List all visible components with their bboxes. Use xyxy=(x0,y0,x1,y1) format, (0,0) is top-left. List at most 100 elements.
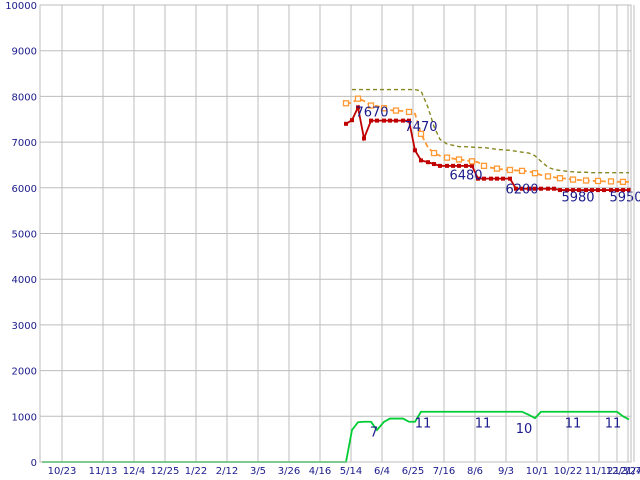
y-tick-label: 1000 xyxy=(12,412,37,423)
marker-price-low xyxy=(584,188,588,193)
marker-price-low xyxy=(438,163,442,168)
value-label: 7670 xyxy=(355,106,388,121)
value-label: 6200 xyxy=(505,182,538,197)
marker-price-low xyxy=(609,188,613,193)
marker-price-mid xyxy=(455,156,463,163)
marker-price-low xyxy=(621,188,625,193)
marker-price-low xyxy=(394,118,398,123)
marker-price-mid xyxy=(493,165,501,172)
x-tick-label: 6/4 xyxy=(374,466,390,477)
marker-price-mid xyxy=(468,158,476,165)
marker-price-mid xyxy=(354,95,362,102)
value-label: 10 xyxy=(516,422,533,437)
series-line-price-low xyxy=(345,104,629,191)
data-value-labels: 7670 7470 6480 6200 5980 5950 7 11 11 10 11 11 xyxy=(355,106,640,441)
value-label: 5950 xyxy=(609,191,640,206)
marker-price-low xyxy=(596,188,600,193)
value-label: 5980 xyxy=(561,191,594,206)
marker-price-mid xyxy=(392,107,400,114)
marker-price-low xyxy=(419,158,423,163)
value-label: 11 xyxy=(475,416,492,431)
x-tick-label: 2/12 xyxy=(216,466,238,477)
marker-price-low xyxy=(401,118,405,123)
value-label: 11 xyxy=(605,416,622,431)
plot-frame xyxy=(39,4,632,463)
marker-price-mid xyxy=(506,166,514,174)
x-tick-label: 3/5 xyxy=(250,466,266,477)
x-tick-label: 5/14 xyxy=(340,466,362,477)
marker-price-low xyxy=(615,188,619,193)
marker-price-low xyxy=(457,163,461,168)
marker-price-low xyxy=(432,162,436,167)
marker-price-mid xyxy=(342,100,350,107)
marker-price-low xyxy=(482,176,486,181)
y-axis-tick-labels: 0 1000 2000 3000 4000 5000 6000 7000 8000 9000 100… xyxy=(5,1,37,469)
marker-price-low xyxy=(375,118,379,123)
marker-price-low xyxy=(602,188,606,193)
x-tick-label: 6/25 xyxy=(402,466,424,477)
x-tick-label: 10/22 xyxy=(554,466,583,477)
marker-price-mid xyxy=(405,108,413,116)
marker-price-low xyxy=(527,186,531,191)
marker-price-mid xyxy=(619,178,627,186)
marker-price-mid xyxy=(518,167,526,175)
marker-price-low xyxy=(546,186,550,191)
marker-price-mid xyxy=(544,173,552,180)
x-tick-label: 10/23 xyxy=(48,466,77,477)
marker-price-low xyxy=(350,118,354,123)
y-tick-label: 2000 xyxy=(12,367,37,378)
marker-price-low xyxy=(565,188,569,193)
marker-price-low xyxy=(577,188,581,193)
marker-price-low xyxy=(344,121,348,126)
marker-price-low xyxy=(445,163,449,168)
x-tick-label: 10/1 xyxy=(526,466,548,477)
marker-price-mid xyxy=(367,102,375,109)
x-tick-label: 1/22 xyxy=(185,466,207,477)
marker-price-low xyxy=(501,176,505,181)
y-tick-label: 7000 xyxy=(12,138,37,149)
marker-price-low xyxy=(590,188,594,193)
marker-price-low xyxy=(552,186,556,191)
y-tick-label: 8000 xyxy=(12,92,37,103)
x-axis-tick-labels: 10/23 11/13 12/4 12/25 1/22 2/12 3/5 3/26 4/16 5/… xyxy=(48,466,640,477)
marker-price-mid xyxy=(531,170,539,177)
marker-price-low xyxy=(495,176,499,181)
marker-price-mid xyxy=(417,130,425,138)
data-point-markers xyxy=(342,95,631,193)
x-tick-label: 12/3 xyxy=(606,466,628,477)
marker-price-mid xyxy=(582,177,590,184)
y-tick-label: 6000 xyxy=(12,184,37,195)
marker-price-low xyxy=(627,188,631,193)
x-tick-label: 7/16 xyxy=(433,466,455,477)
y-tick-label: 3000 xyxy=(12,321,37,332)
marker-price-mid xyxy=(569,176,577,183)
y-tick-label: 4000 xyxy=(12,275,37,286)
marker-price-low xyxy=(464,163,468,168)
marker-price-low xyxy=(451,163,455,168)
vertical-gridlines xyxy=(61,5,635,462)
marker-price-mid xyxy=(607,178,615,185)
x-tick-label: 12/4 xyxy=(123,466,145,477)
value-label: 7 xyxy=(370,425,378,440)
marker-price-low xyxy=(369,118,373,123)
y-tick-label: 9000 xyxy=(12,47,37,58)
marker-price-low xyxy=(520,186,524,191)
x-tick-label: 3/26 xyxy=(278,466,300,477)
y-tick-label: 0 xyxy=(31,458,37,469)
x-tick-label: 9/3 xyxy=(498,466,514,477)
marker-price-mid xyxy=(594,177,602,185)
x-tick-label: 8/6 xyxy=(467,466,483,477)
y-tick-label: 10000 xyxy=(5,1,37,12)
x-tick-label: 12/24 xyxy=(614,466,640,477)
marker-price-mid xyxy=(443,154,451,161)
marker-price-low xyxy=(362,136,366,141)
x-tick-label: 1/7 xyxy=(626,466,640,477)
value-label: 11 xyxy=(565,416,582,431)
x-tick-label: 12/25 xyxy=(151,466,180,477)
marker-price-low xyxy=(489,176,493,181)
marker-price-low xyxy=(508,176,512,181)
marker-price-low xyxy=(476,176,480,181)
marker-price-low xyxy=(382,118,386,123)
